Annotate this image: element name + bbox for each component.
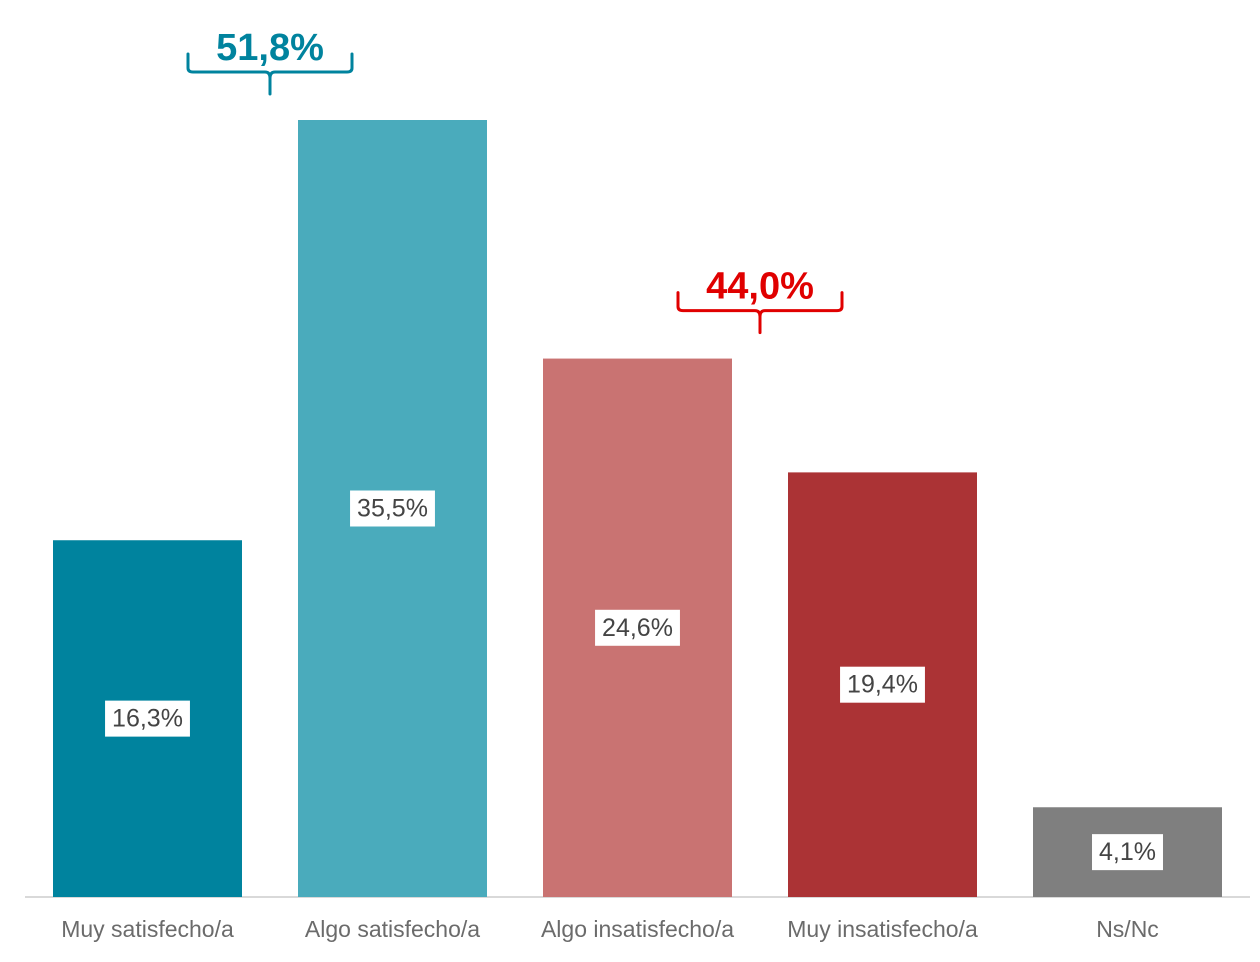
data-label-2: 24,6%	[595, 609, 680, 646]
group-annotations: 51,8% 44,0%	[186, 27, 844, 335]
data-label-box	[840, 666, 925, 703]
data-label-3: 19,4%	[840, 666, 925, 703]
category-label-1: Algo satisfecho/a	[305, 916, 480, 942]
data-label-text: 35,5%	[357, 495, 428, 523]
data-label-text: 24,6%	[602, 614, 673, 642]
data-label-1: 35,5%	[350, 490, 435, 527]
data-label-text: 16,3%	[112, 705, 183, 733]
group-annotation-0: 51,8%	[186, 27, 354, 96]
group-brace	[676, 291, 844, 335]
data-label-box	[595, 609, 680, 646]
category-label-3: Muy insatisfecho/a	[787, 916, 978, 942]
data-label-0: 16,3%	[105, 700, 190, 737]
category-labels: Muy satisfecho/a Algo satisfecho/a Algo in…	[61, 916, 1159, 942]
data-label-text: 4,1%	[1099, 838, 1156, 866]
data-label-box	[350, 490, 435, 527]
data-label-box	[1092, 834, 1163, 871]
data-label-4: 4,1%	[1092, 834, 1163, 871]
data-label-text: 19,4%	[847, 671, 918, 699]
category-label-2: Algo insatisfecho/a	[541, 916, 734, 942]
group-annotation-1: 44,0%	[676, 266, 844, 335]
group-total-label: 44,0%	[706, 266, 814, 308]
category-label-0: Muy satisfecho/a	[61, 916, 234, 942]
bars	[53, 120, 1222, 897]
data-labels: 16,3% 35,5% 24,6% 19,4% 4,1%	[105, 490, 1163, 871]
data-label-box	[105, 700, 190, 737]
group-total-label: 51,8%	[216, 27, 324, 69]
category-label-4: Ns/Nc	[1096, 916, 1159, 942]
group-brace	[186, 52, 354, 96]
